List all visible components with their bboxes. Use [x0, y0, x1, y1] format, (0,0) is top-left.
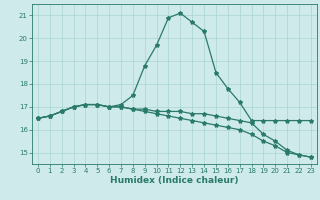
X-axis label: Humidex (Indice chaleur): Humidex (Indice chaleur) — [110, 176, 239, 185]
